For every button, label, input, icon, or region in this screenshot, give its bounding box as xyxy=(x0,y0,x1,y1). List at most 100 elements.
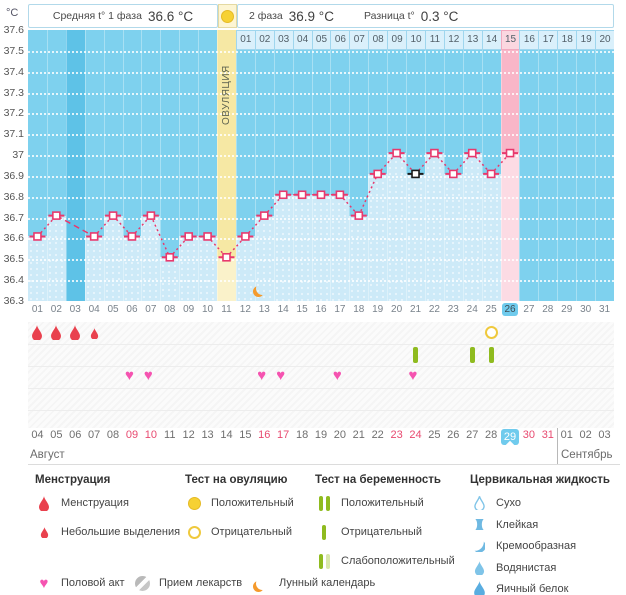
temp-marker[interactable] xyxy=(505,148,515,158)
day-column[interactable] xyxy=(292,194,312,301)
intercourse-icon[interactable]: ♥ xyxy=(276,367,286,384)
cycle-day-number[interactable]: 02 xyxy=(50,304,62,315)
temp-marker[interactable] xyxy=(354,211,364,220)
menstruation-icon[interactable] xyxy=(69,325,81,340)
calendar-date[interactable]: 07 xyxy=(88,429,101,441)
calendar-date[interactable]: 15 xyxy=(239,429,252,441)
calendar-date[interactable]: 08 xyxy=(106,429,120,441)
cycle-day-number[interactable]: 09 xyxy=(183,304,195,315)
intercourse-icon[interactable]: ♥ xyxy=(332,367,342,384)
calendar-date[interactable]: 11 xyxy=(164,429,176,441)
day-column[interactable] xyxy=(122,236,142,301)
calendar-date[interactable]: 10 xyxy=(144,429,157,441)
ovulation-test-negative-icon[interactable] xyxy=(484,326,498,339)
day-column[interactable] xyxy=(46,215,66,301)
temp-marker[interactable] xyxy=(430,148,439,158)
temp-marker[interactable] xyxy=(486,169,496,179)
temp-marker[interactable] xyxy=(222,253,231,262)
spotting-icon[interactable] xyxy=(90,328,99,339)
pregnancy-test-negative-icon[interactable] xyxy=(488,347,494,363)
calendar-date[interactable]: 31 xyxy=(541,429,554,441)
calendar-date[interactable]: 30 xyxy=(522,429,536,441)
temp-marker[interactable] xyxy=(297,190,307,200)
selected-temp-marker[interactable] xyxy=(411,169,420,179)
temp-marker[interactable] xyxy=(467,148,477,158)
cycle-day-number[interactable]: 23 xyxy=(447,304,459,315)
temp-marker[interactable] xyxy=(33,232,42,241)
calendar-date[interactable]: 03 xyxy=(598,429,611,441)
cycle-day-number[interactable]: 07 xyxy=(145,304,157,315)
calendar-date[interactable]: 18 xyxy=(295,429,309,441)
cycle-day-number[interactable]: 08 xyxy=(164,304,176,315)
calendar-date[interactable]: 22 xyxy=(371,429,384,441)
calendar-date[interactable]: 04 xyxy=(31,429,44,441)
cycle-day-number[interactable]: 18 xyxy=(353,304,365,315)
calendar-date[interactable]: 16 xyxy=(258,429,271,441)
calendar-date[interactable]: 06 xyxy=(69,429,82,441)
calendar-date[interactable]: 14 xyxy=(220,429,233,441)
temp-marker[interactable] xyxy=(335,190,345,200)
day-column[interactable] xyxy=(481,173,501,301)
day-column[interactable] xyxy=(28,236,47,301)
calendar-date[interactable]: 12 xyxy=(182,429,195,441)
calendar-date[interactable]: 24 xyxy=(409,429,422,441)
cycle-day-number[interactable]: 11 xyxy=(221,304,232,315)
calendar-date[interactable]: 29 xyxy=(500,429,520,445)
missed-day-column[interactable] xyxy=(65,30,85,301)
calendar-date[interactable]: 28 xyxy=(484,429,498,441)
cycle-day-number[interactable]: 20 xyxy=(391,304,403,315)
day-column[interactable] xyxy=(179,236,199,301)
temp-marker[interactable] xyxy=(373,169,383,179)
cycle-day-number[interactable]: 01 xyxy=(31,304,43,315)
calendar-date[interactable]: 25 xyxy=(428,429,441,441)
cycle-day-number[interactable]: 30 xyxy=(580,304,592,315)
cycle-day-number[interactable]: 14 xyxy=(277,304,289,315)
calendar-date[interactable]: 01 xyxy=(560,429,573,441)
cycle-day-number[interactable]: 10 xyxy=(202,304,214,315)
highlighted-cycle-day[interactable]: 26 xyxy=(502,303,518,316)
menstruation-icon[interactable] xyxy=(31,325,43,340)
calendar-date[interactable]: 23 xyxy=(390,429,403,441)
cycle-day-number[interactable]: 12 xyxy=(239,304,251,315)
temp-marker[interactable] xyxy=(316,190,326,200)
intercourse-icon[interactable]: ♥ xyxy=(143,367,153,384)
day-column[interactable] xyxy=(198,236,218,301)
calendar-date[interactable]: 13 xyxy=(201,429,214,441)
cycle-day-number[interactable]: 04 xyxy=(88,304,100,315)
temp-marker[interactable] xyxy=(392,148,401,158)
intercourse-icon[interactable]: ♥ xyxy=(124,367,134,384)
temp-marker[interactable] xyxy=(165,253,175,262)
day-column[interactable] xyxy=(462,153,482,301)
day-column[interactable] xyxy=(235,236,255,301)
day-column[interactable] xyxy=(254,215,274,301)
temp-marker[interactable] xyxy=(127,232,137,241)
cycle-day-number[interactable]: 31 xyxy=(598,304,611,315)
calendar-date[interactable]: 09 xyxy=(125,429,139,441)
cycle-day-number[interactable]: 25 xyxy=(485,304,497,315)
cycle-day-number[interactable]: 21 xyxy=(409,304,422,315)
temp-marker[interactable] xyxy=(184,232,193,241)
temp-marker[interactable] xyxy=(259,211,269,220)
cycle-day-number[interactable]: 24 xyxy=(466,304,478,315)
calendar-date[interactable]: 17 xyxy=(277,429,290,441)
temp-marker[interactable] xyxy=(146,211,156,220)
calendar-date[interactable]: 19 xyxy=(314,429,328,441)
temp-marker[interactable] xyxy=(89,232,99,241)
cycle-day-number[interactable]: 05 xyxy=(107,304,119,315)
dpo-cell[interactable]: 08 xyxy=(368,30,389,50)
day-column[interactable] xyxy=(406,173,425,301)
cycle-day-number[interactable]: 13 xyxy=(258,304,270,315)
calendar-date[interactable]: 26 xyxy=(447,429,460,441)
day-column[interactable] xyxy=(141,215,161,301)
day-column[interactable] xyxy=(443,173,463,301)
menstruation-icon[interactable] xyxy=(50,325,62,340)
day-column[interactable] xyxy=(349,215,369,301)
intercourse-icon[interactable]: ♥ xyxy=(257,367,267,384)
cycle-day-number[interactable]: 17 xyxy=(334,304,346,315)
calendar-date[interactable]: 02 xyxy=(579,429,592,441)
calendar-date[interactable]: 20 xyxy=(333,429,346,441)
intercourse-icon[interactable]: ♥ xyxy=(408,367,418,384)
cycle-day-number[interactable]: 26 xyxy=(501,303,520,316)
day-column[interactable] xyxy=(330,194,350,301)
temp-marker[interactable] xyxy=(449,169,458,179)
